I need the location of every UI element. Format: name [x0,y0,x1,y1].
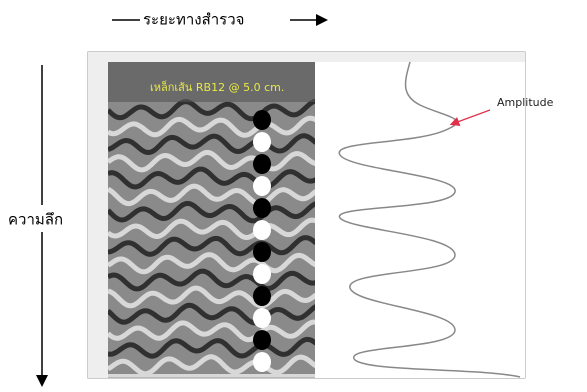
texture [108,319,315,343]
texture [108,115,315,138]
texture [108,166,315,190]
texture [108,336,315,359]
distance-label: ระยะทางสำรวจ [143,11,244,29]
rebar-label: เหล็กเส้น RB12 @ 5.0 cm. [150,80,284,94]
texture [253,220,271,240]
texture [108,302,315,326]
texture [108,285,315,309]
texture [108,252,315,275]
texture [108,149,315,173]
ruler [88,52,525,62]
radargram-texture [108,62,315,374]
texture [253,308,271,328]
pointer-arrow [449,109,491,127]
texture [253,176,271,196]
texture [108,133,315,156]
texture [108,62,315,102]
texture [253,242,271,262]
texture [253,110,271,130]
amplitude-label: Amplitude [497,96,554,109]
texture [253,132,271,152]
depth-label: ความลึก [8,211,63,229]
texture [108,98,315,122]
texture [253,264,271,284]
amplitude-panel [315,62,525,378]
texture [253,352,271,372]
texture [253,286,271,306]
texture [253,154,271,174]
texture [108,217,315,241]
texture [253,330,271,350]
texture [108,183,315,207]
amplitude-curve [338,61,521,378]
texture [108,235,315,257]
texture [108,268,315,292]
ruler [88,62,108,378]
texture [108,200,315,224]
texture [253,198,271,218]
texture [108,354,315,374]
